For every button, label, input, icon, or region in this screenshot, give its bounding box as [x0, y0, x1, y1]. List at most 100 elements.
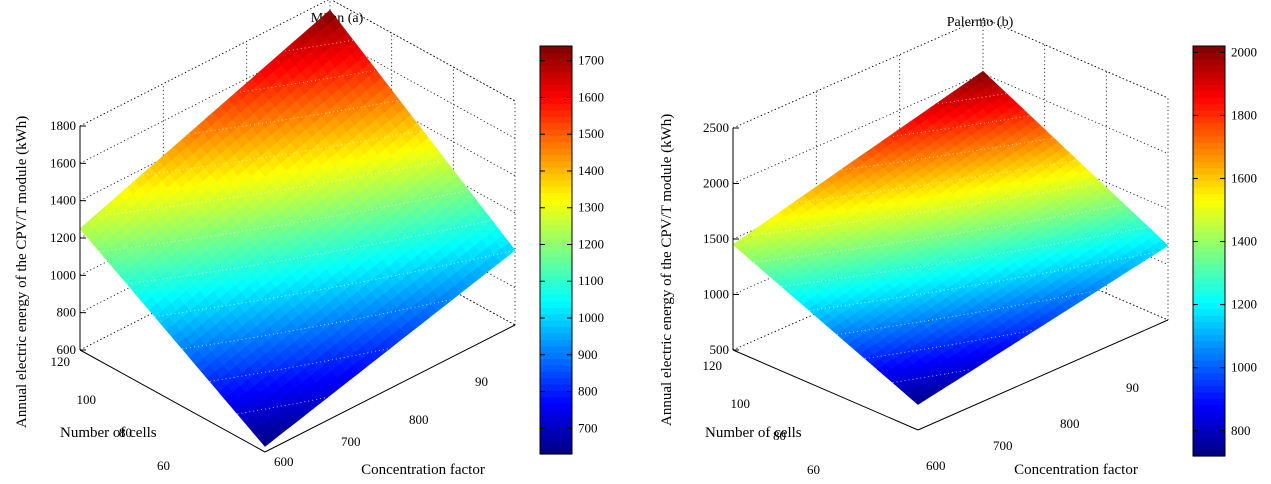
colorbar-segment	[1193, 398, 1225, 406]
colorbar-segment	[540, 230, 572, 238]
colorbar-segment	[1193, 302, 1225, 310]
colorbar-segment	[1193, 148, 1225, 156]
colorbar-segment	[540, 371, 572, 379]
colorbar-segment	[540, 167, 572, 175]
colorbar-segment	[1193, 84, 1225, 92]
colorbar-segment	[540, 269, 572, 277]
contour-line	[209, 347, 391, 382]
colorbar-tick-label: 800	[1231, 423, 1251, 438]
colorbar-segment	[1193, 161, 1225, 169]
colorbar-segment	[1193, 244, 1225, 252]
colorbar-segment	[1193, 449, 1225, 457]
colorbar-segment	[1193, 167, 1225, 175]
colorbar-segment	[540, 192, 572, 200]
colorbar-segment	[1193, 347, 1225, 355]
colorbar-segment	[1193, 116, 1225, 124]
colorbar-segment	[540, 390, 572, 398]
z-axis-label: Annual electric energy of the CPV/T modu…	[659, 114, 675, 426]
colorbar-segment	[540, 383, 572, 391]
z-axis-ticks: 600 800 1000 1200 1400 1600 1800	[50, 118, 86, 357]
colorbar-segment	[540, 224, 572, 232]
colorbar-segment	[540, 160, 572, 168]
colorbar-segment	[1193, 142, 1225, 150]
colorbar-segment	[1193, 238, 1225, 246]
colorbar-segment	[540, 422, 572, 430]
colorbar-tick-label: 1100	[578, 273, 604, 288]
colorbar-segment	[540, 250, 572, 257]
x-axis-ticks: 600 700 800 90	[926, 380, 1139, 473]
colorbar-segment	[1193, 186, 1225, 194]
colorbar-tick-label: 700	[578, 420, 598, 435]
colorbar-segment	[540, 103, 572, 111]
colorbar-segment	[1193, 276, 1225, 284]
colorbar-tick-label: 1000	[1231, 360, 1257, 375]
colorbar-segment	[540, 243, 572, 251]
colorbar-segment	[1193, 436, 1225, 444]
z-tick-label: 2000	[703, 176, 729, 191]
z-tick-label: 1500	[703, 231, 729, 246]
colorbar-segment	[1193, 110, 1225, 118]
colorbar-segment	[1193, 321, 1225, 329]
colorbar-segment	[540, 307, 572, 315]
colorbar-segment	[1193, 71, 1225, 79]
colorbar-segment	[1193, 423, 1225, 431]
colorbar-segment	[1193, 379, 1225, 387]
colorbar-segment	[540, 441, 572, 449]
colorbar-segment	[540, 122, 572, 130]
y-tick-label: 120	[51, 354, 71, 369]
colorbar-segment	[1193, 430, 1225, 438]
colorbar-segment	[1193, 391, 1225, 399]
colorbar-segment	[540, 313, 572, 321]
z-tick-label: 2500	[703, 120, 729, 135]
grid-line	[732, 17, 1169, 129]
colorbar-segment	[1193, 404, 1225, 412]
colorbar-segment	[1193, 58, 1225, 66]
colorbar-segment	[1193, 295, 1225, 303]
contour-line	[98, 159, 446, 217]
y-tick-label: 100	[731, 396, 751, 411]
colorbar-segment	[540, 415, 572, 423]
y-tick-label: 120	[703, 358, 723, 373]
colorbar-tick-label: 1400	[578, 163, 604, 178]
z-tick-label: 1800	[50, 118, 76, 133]
colorbar-segment	[1193, 327, 1225, 335]
colorbar-segment	[1193, 417, 1225, 425]
panel-palermo: Palermo (b) 500 1000 1500 2000 2500 120 100 80…	[659, 15, 1257, 478]
colorbar-tick-label: 1700	[578, 53, 604, 68]
colorbar-segment	[540, 281, 572, 289]
colorbar-segment	[1193, 270, 1225, 278]
colorbar-segment	[1193, 315, 1225, 323]
surface-plot	[732, 70, 1169, 405]
contour-line	[143, 129, 423, 176]
contour-line	[753, 204, 1125, 263]
colorbar-segment	[540, 97, 572, 104]
x-tick-label: 700	[341, 434, 361, 449]
colorbar-segment	[1193, 193, 1225, 201]
surface-patch	[911, 394, 927, 405]
y-tick-label: 60	[157, 458, 170, 473]
colorbar-segment	[540, 237, 572, 245]
contour-line	[237, 396, 328, 415]
x-axis-ticks: 600 700 800 90	[274, 374, 488, 469]
y-axis-line	[79, 349, 266, 453]
y-tick-label: 80	[119, 425, 132, 440]
colorbar-segment	[540, 128, 572, 136]
colorbar-tick-label: 900	[578, 347, 598, 362]
surface-patch	[258, 432, 274, 447]
colorbar-segment	[1193, 251, 1225, 259]
colorbar-segment	[1193, 225, 1225, 233]
colorbar-segment	[540, 199, 572, 206]
colorbar-tick-label: 1800	[1231, 107, 1257, 122]
x-tick-label: 800	[409, 412, 429, 427]
y-axis-line	[732, 349, 919, 431]
colorbar-segment	[540, 288, 572, 296]
colorbar-segment	[540, 326, 572, 334]
colorbar-segment	[1193, 180, 1225, 188]
z-tick-label: 1000	[703, 287, 729, 302]
colorbar-segment	[540, 90, 572, 98]
colorbar-segment	[1193, 65, 1225, 73]
colorbar-segment	[540, 339, 572, 347]
colorbar-segment	[540, 345, 572, 353]
colorbar-segment	[540, 332, 572, 340]
colorbar-tick-label: 800	[578, 384, 598, 399]
